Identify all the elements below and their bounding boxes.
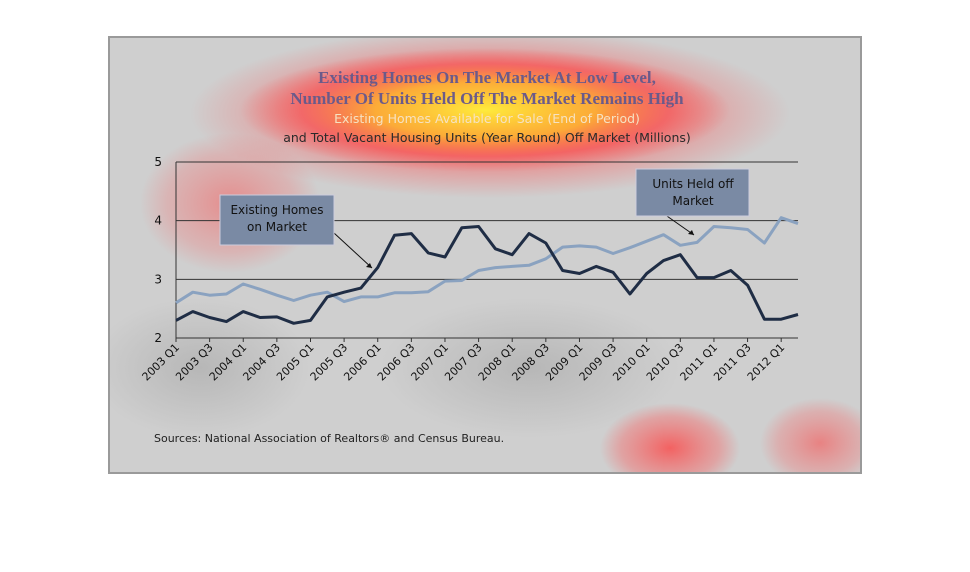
series-lines: [175, 216, 799, 325]
chart-source: Sources: National Association of Realtor…: [154, 432, 505, 445]
y-tick-label: 4: [154, 214, 162, 228]
chart-title-line2: Number Of Units Held Off The Market Rema…: [290, 89, 684, 108]
callout-existing-homes-text: Existing Homes on Market: [230, 203, 323, 234]
series-line-existing-homes-on-market: [175, 225, 799, 325]
chart-frame: Existing Homes On The Market At Low Leve…: [108, 36, 862, 474]
chart-title-line1: Existing Homes On The Market At Low Leve…: [318, 68, 656, 87]
callout-units-held-off-text: Units Held off Market: [652, 177, 734, 208]
chart-subtitle-line1: Existing Homes Available for Sale (End o…: [334, 111, 640, 126]
x-tick-label: 2012 Q1: [745, 341, 788, 384]
series-line-units-held-off-market: [175, 216, 799, 305]
y-axis-labels: 2 3 4 5: [154, 155, 162, 345]
callout-existing-homes: Existing Homes on Market: [219, 194, 373, 269]
heatmap-overlay: [110, 38, 860, 472]
y-tick-label: 5: [154, 155, 162, 169]
callout-units-held-off: Units Held off Market: [635, 168, 750, 236]
y-tick-label: 3: [154, 272, 162, 286]
y-tick-label: 2: [154, 331, 162, 345]
chart-subtitle-line2: and Total Vacant Housing Units (Year Rou…: [283, 130, 691, 145]
